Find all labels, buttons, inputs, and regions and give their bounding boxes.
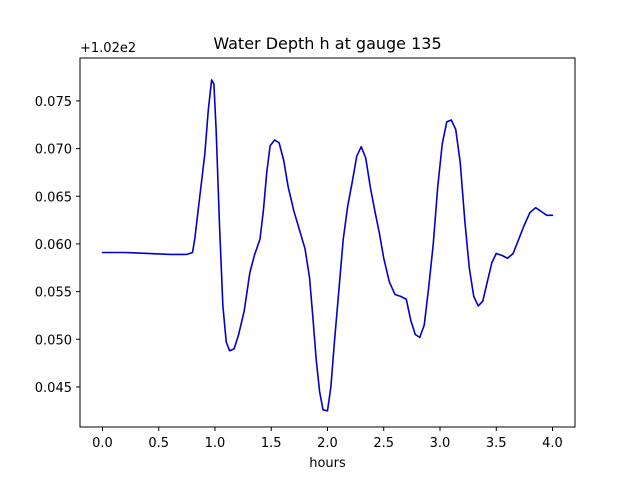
x-tick-label: 2.5 — [373, 436, 394, 451]
series-line-0 — [101, 79, 554, 412]
y-offset-text: +1.02e2 — [80, 41, 136, 56]
y-tick-label: 0.070 — [35, 143, 72, 158]
x-tick-label: 3.0 — [430, 436, 451, 451]
x-tick-label: 1.5 — [261, 436, 282, 451]
y-tick-label: 0.060 — [35, 238, 72, 253]
x-tick-label: 2.0 — [317, 436, 338, 451]
series-layer — [101, 79, 554, 412]
y-tick-label: 0.050 — [35, 333, 72, 348]
chart-title: Water Depth h at gauge 135 — [213, 34, 441, 53]
x-tick-label: 0.5 — [148, 436, 169, 451]
y-tick-label: 0.075 — [35, 95, 72, 110]
y-axis: 0.045 0.050 0.055 0.060 0.065 0.070 0.075 — [35, 95, 80, 396]
x-axis: 0.0 0.5 1.0 1.5 2.0 2.5 3.0 3.5 4.0 — [92, 427, 563, 451]
y-tick-label: 0.055 — [35, 286, 72, 301]
x-axis-label: hours — [309, 456, 346, 471]
x-tick-label: 1.0 — [205, 436, 226, 451]
x-tick-label: 3.5 — [486, 436, 507, 451]
y-tick-label: 0.065 — [35, 190, 72, 205]
x-tick-label: 0.0 — [92, 436, 113, 451]
x-tick-label: 4.0 — [542, 436, 563, 451]
y-tick-label: 0.045 — [35, 381, 72, 396]
